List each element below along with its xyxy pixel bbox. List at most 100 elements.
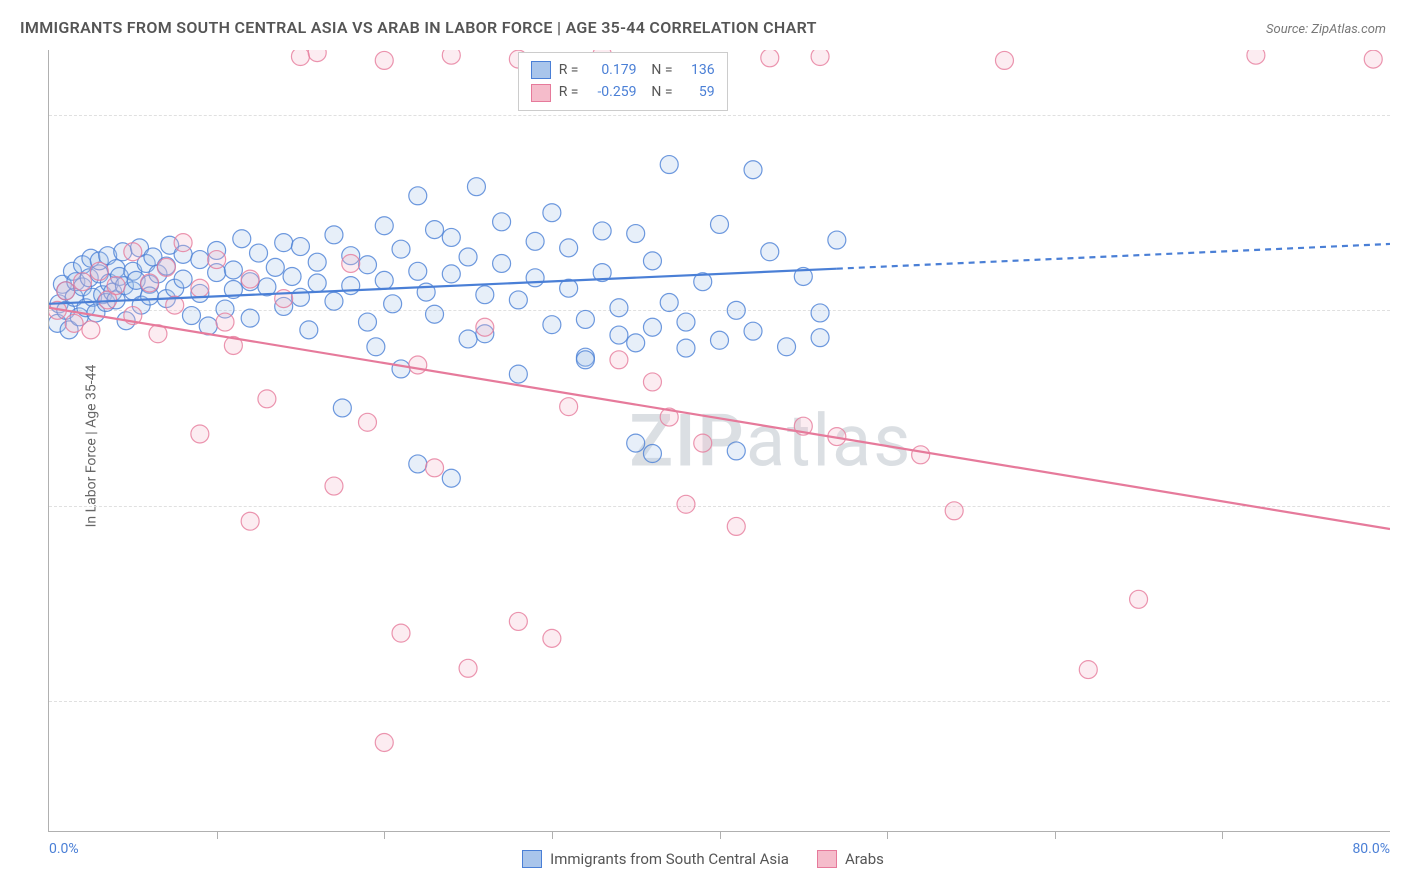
- chart-title: IMMIGRANTS FROM SOUTH CENTRAL ASIA VS AR…: [20, 18, 817, 37]
- legend-item: Arabs: [817, 850, 884, 868]
- scatter-point-blue: [250, 244, 268, 262]
- scatter-point-blue: [509, 291, 527, 309]
- scatter-point-blue: [467, 178, 485, 196]
- scatter-point-blue: [409, 455, 427, 473]
- scatter-point-blue: [409, 262, 427, 280]
- scatter-point-pink: [291, 50, 309, 65]
- scatter-point-blue: [828, 231, 846, 249]
- scatter-point-blue: [677, 339, 695, 357]
- scatter-point-pink: [1364, 50, 1382, 68]
- scatter-point-blue: [392, 240, 410, 258]
- scatter-point-pink: [157, 258, 175, 276]
- scatter-point-pink: [216, 313, 234, 331]
- scatter-point-blue: [442, 228, 460, 246]
- scatter-point-blue: [576, 351, 594, 369]
- scatter-point-blue: [627, 434, 645, 452]
- scatter-point-pink: [174, 234, 192, 252]
- scatter-point-blue: [526, 269, 544, 287]
- y-tick-label: 55.0%: [1398, 693, 1406, 709]
- scatter-point-pink: [308, 50, 326, 62]
- legend-label: Arabs: [845, 850, 884, 868]
- scatter-point-pink: [375, 733, 393, 751]
- scatter-point-pink: [727, 517, 745, 535]
- scatter-point-blue: [426, 305, 444, 323]
- scatter-point-blue: [576, 310, 594, 328]
- scatter-point-blue: [426, 221, 444, 239]
- scatter-point-blue: [560, 239, 578, 257]
- legend-swatch: [531, 84, 551, 102]
- r-label: R =: [559, 59, 579, 81]
- x-tick-mark: [720, 831, 721, 839]
- scatter-point-blue: [677, 313, 695, 331]
- regression-line-blue-extension: [837, 244, 1390, 269]
- scatter-point-blue: [476, 286, 494, 304]
- scatter-point-blue: [325, 226, 343, 244]
- scatter-point-pink: [208, 251, 226, 269]
- scatter-point-pink: [65, 314, 83, 332]
- scatter-point-blue: [811, 329, 829, 347]
- scatter-point-blue: [509, 365, 527, 383]
- scatter-point-blue: [660, 156, 678, 174]
- x-tick-mark: [1055, 831, 1056, 839]
- scatter-point-pink: [57, 282, 75, 300]
- scatter-point-pink: [358, 413, 376, 431]
- scatter-point-blue: [300, 321, 318, 339]
- scatter-point-blue: [610, 299, 628, 317]
- scatter-point-pink: [258, 390, 276, 408]
- legend-swatch: [817, 850, 837, 868]
- scatter-point-pink: [342, 254, 360, 272]
- scatter-point-blue: [643, 445, 661, 463]
- scatter-point-blue: [283, 268, 301, 286]
- scatter-point-blue: [291, 288, 309, 306]
- scatter-point-blue: [643, 318, 661, 336]
- scatter-point-pink: [811, 50, 829, 65]
- scatter-point-blue: [459, 248, 477, 266]
- scatter-point-pink: [912, 446, 930, 464]
- y-tick-label: 100.0%: [1398, 107, 1406, 123]
- x-tick-mark: [552, 831, 553, 839]
- correlation-legend: R =0.179 N =136R =-0.259 N =59: [518, 52, 728, 111]
- legend-stat-row: R =0.179 N =136: [531, 59, 715, 81]
- scatter-point-blue: [358, 313, 376, 331]
- x-tick-mark: [887, 831, 888, 839]
- scatter-point-pink: [543, 629, 561, 647]
- scatter-point-pink: [995, 51, 1013, 69]
- plot-svg: [49, 50, 1390, 831]
- scatter-point-blue: [610, 326, 628, 344]
- scatter-point-pink: [459, 659, 477, 677]
- scatter-point-blue: [660, 294, 678, 312]
- scatter-point-pink: [241, 270, 259, 288]
- scatter-point-pink: [124, 243, 142, 261]
- scatter-point-pink: [761, 50, 779, 67]
- scatter-point-blue: [275, 234, 293, 252]
- legend-swatch: [531, 61, 551, 79]
- scatter-point-blue: [493, 254, 511, 272]
- y-tick-label: 85.0%: [1398, 302, 1406, 318]
- scatter-point-blue: [308, 253, 326, 271]
- scatter-point-blue: [442, 469, 460, 487]
- scatter-point-blue: [191, 251, 209, 269]
- scatter-point-blue: [342, 277, 360, 295]
- scatter-point-blue: [291, 238, 309, 256]
- scatter-point-blue: [308, 274, 326, 292]
- scatter-point-blue: [643, 252, 661, 270]
- scatter-point-pink: [90, 262, 108, 280]
- scatter-point-blue: [333, 399, 351, 417]
- scatter-point-pink: [375, 51, 393, 69]
- scatter-point-blue: [627, 334, 645, 352]
- scatter-point-pink: [560, 398, 578, 416]
- scatter-point-blue: [711, 331, 729, 349]
- scatter-point-pink: [442, 50, 460, 64]
- scatter-point-blue: [224, 261, 242, 279]
- scatter-point-blue: [392, 360, 410, 378]
- scatter-point-blue: [744, 161, 762, 179]
- n-label: N =: [644, 59, 672, 81]
- scatter-point-pink: [241, 512, 259, 530]
- scatter-point-pink: [1130, 590, 1148, 608]
- scatter-point-blue: [761, 243, 779, 261]
- scatter-point-pink: [509, 612, 527, 630]
- scatter-point-blue: [727, 442, 745, 460]
- scatter-point-blue: [375, 217, 393, 235]
- scatter-point-pink: [141, 274, 159, 292]
- scatter-point-blue: [744, 322, 762, 340]
